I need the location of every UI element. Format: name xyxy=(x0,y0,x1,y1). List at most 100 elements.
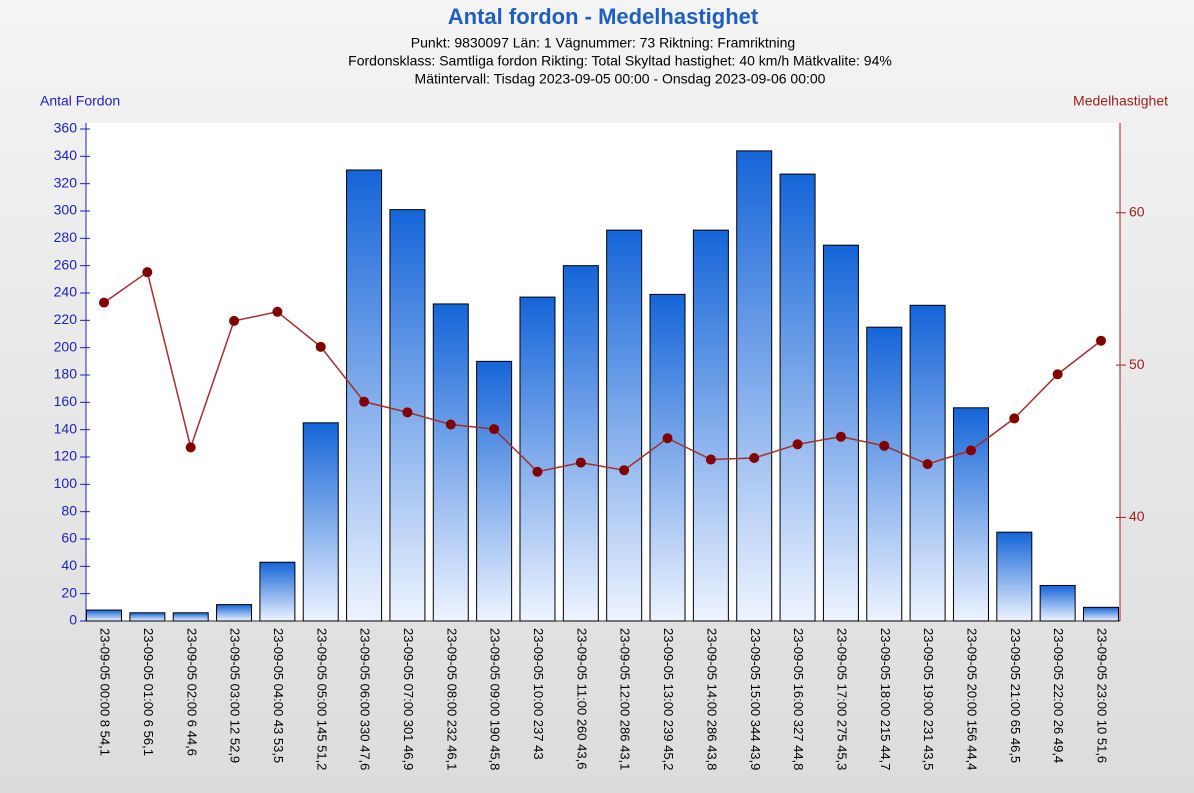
y-tick-label: 20 xyxy=(61,584,77,600)
speed-marker xyxy=(315,341,326,352)
speed-marker xyxy=(705,454,716,465)
bar xyxy=(129,612,166,622)
subtitle: Punkt: 9830097 Län: 1 Vägnummer: 73 Rikt… xyxy=(411,35,795,51)
bar xyxy=(779,173,816,622)
y-tick-label: 40 xyxy=(61,557,77,573)
speed-marker xyxy=(272,306,283,317)
bar xyxy=(692,229,729,622)
bar xyxy=(736,150,773,622)
y-tick-label: 80 xyxy=(61,502,77,518)
bar xyxy=(259,561,296,622)
x-tick-label: 23-09-05 08:00 232 46,1 xyxy=(444,628,459,770)
speed-marker xyxy=(835,431,846,442)
x-tick-label: 23-09-05 09:00 190 45,8 xyxy=(488,628,503,770)
speed-marker xyxy=(532,466,543,477)
x-tick-label: 23-09-05 21:00 65 46,5 xyxy=(1008,628,1023,763)
speed-marker xyxy=(879,440,890,451)
x-tick-label: 23-09-05 20:00 156 44,4 xyxy=(965,628,980,770)
y-tick-label: 340 xyxy=(54,147,78,163)
bar xyxy=(346,169,383,622)
x-tick-label: 23-09-05 16:00 327 44,8 xyxy=(791,628,806,770)
x-tick-label: 23-09-05 10:00 237 43 xyxy=(531,628,546,760)
y-tick-label: 360 xyxy=(54,120,78,136)
y-tick-label: 320 xyxy=(54,174,78,190)
speed-marker xyxy=(922,459,933,470)
y-axis-label: Antal Fordon xyxy=(40,93,120,109)
speed-line xyxy=(103,270,1102,473)
bar xyxy=(519,296,556,622)
speed-marker xyxy=(99,297,109,308)
x-tick-label: 23-09-05 00:00 8 54,1 xyxy=(98,628,113,756)
speed-marker xyxy=(792,439,803,450)
bar xyxy=(1039,584,1076,622)
y-tick-label: 300 xyxy=(54,202,78,218)
subtitle: Mätintervall: Tisdag 2023-09-05 00:00 - … xyxy=(415,71,826,87)
speed-marker xyxy=(402,407,413,418)
bar xyxy=(952,407,989,622)
bar xyxy=(866,326,903,622)
bar xyxy=(302,422,339,622)
y-tick-label: 180 xyxy=(54,366,78,382)
bar xyxy=(216,604,253,622)
y2-tick-label: 60 xyxy=(1129,203,1145,219)
bar xyxy=(562,265,599,622)
x-tick-label: 23-09-05 12:00 286 43,1 xyxy=(618,628,633,770)
x-tick-label: 23-09-05 07:00 301 46,9 xyxy=(401,628,416,770)
x-tick-label: 23-09-05 05:00 145 51,2 xyxy=(314,628,329,770)
chart-title: Antal fordon - Medelhastighet xyxy=(448,4,759,29)
bar xyxy=(1083,606,1119,622)
bar xyxy=(86,609,122,622)
y-tick-label: 240 xyxy=(54,284,78,300)
y-tick-label: 60 xyxy=(61,530,77,546)
y-tick-label: 100 xyxy=(54,475,78,491)
speed-marker xyxy=(662,433,673,444)
speed-marker xyxy=(1009,413,1020,424)
x-tick-label: 23-09-05 01:00 6 56,1 xyxy=(141,628,156,756)
subtitle: Fordonsklass: Samtliga fordon Rikting: T… xyxy=(348,53,892,69)
y-tick-label: 260 xyxy=(54,256,78,272)
y-tick-label: 120 xyxy=(54,448,78,464)
x-tick-label: 23-09-05 22:00 26 49,4 xyxy=(1051,628,1066,763)
y-tick-label: 140 xyxy=(54,420,78,436)
speed-marker xyxy=(619,465,630,476)
y2-tick-label: 40 xyxy=(1129,508,1145,524)
speed-marker xyxy=(489,424,500,435)
x-tick-label: 23-09-05 04:00 43 53,5 xyxy=(271,628,286,763)
y-tick-label: 200 xyxy=(54,338,78,354)
bar xyxy=(649,293,686,622)
x-tick-label: 23-09-05 03:00 12 52,9 xyxy=(228,628,243,763)
speed-marker xyxy=(1052,369,1063,380)
y-tick-label: 220 xyxy=(54,311,78,327)
speed-marker xyxy=(185,442,196,453)
bar xyxy=(996,531,1033,622)
bar xyxy=(476,360,513,622)
x-tick-label: 23-09-05 18:00 215 44,7 xyxy=(878,628,893,770)
speed-marker xyxy=(229,315,240,326)
bar xyxy=(606,229,643,622)
bar xyxy=(172,612,209,622)
bar xyxy=(432,303,469,622)
x-tick-label: 23-09-05 23:00 10 51,6 xyxy=(1095,628,1110,763)
y2-axis-label: Medelhastighet xyxy=(1073,93,1168,109)
x-tick-label: 23-09-05 13:00 239 45,2 xyxy=(661,628,676,770)
x-tick-label: 23-09-05 14:00 286 43,8 xyxy=(704,628,719,770)
x-tick-label: 23-09-05 11:00 260 43,6 xyxy=(574,628,589,769)
x-tick-label: 23-09-05 15:00 344 43,9 xyxy=(748,628,763,770)
x-tick-label: 23-09-05 02:00 6 44,6 xyxy=(184,628,199,756)
y-tick-label: 160 xyxy=(54,393,78,409)
speed-marker xyxy=(1096,335,1106,346)
speed-marker xyxy=(575,457,586,468)
x-tick-label: 23-09-05 17:00 275 45,3 xyxy=(834,628,849,770)
plot-area xyxy=(86,123,1120,621)
y-tick-label: 0 xyxy=(69,612,77,628)
speed-marker xyxy=(445,419,456,430)
speed-marker xyxy=(965,445,976,456)
speed-marker xyxy=(749,453,760,464)
speed-marker xyxy=(142,267,153,278)
speed-marker xyxy=(359,396,370,407)
y-tick-label: 280 xyxy=(54,229,78,245)
x-tick-label: 23-09-05 19:00 231 43,5 xyxy=(921,628,936,770)
y2-tick-label: 50 xyxy=(1129,356,1145,372)
x-tick-label: 23-09-05 06:00 330 47,6 xyxy=(358,628,373,770)
